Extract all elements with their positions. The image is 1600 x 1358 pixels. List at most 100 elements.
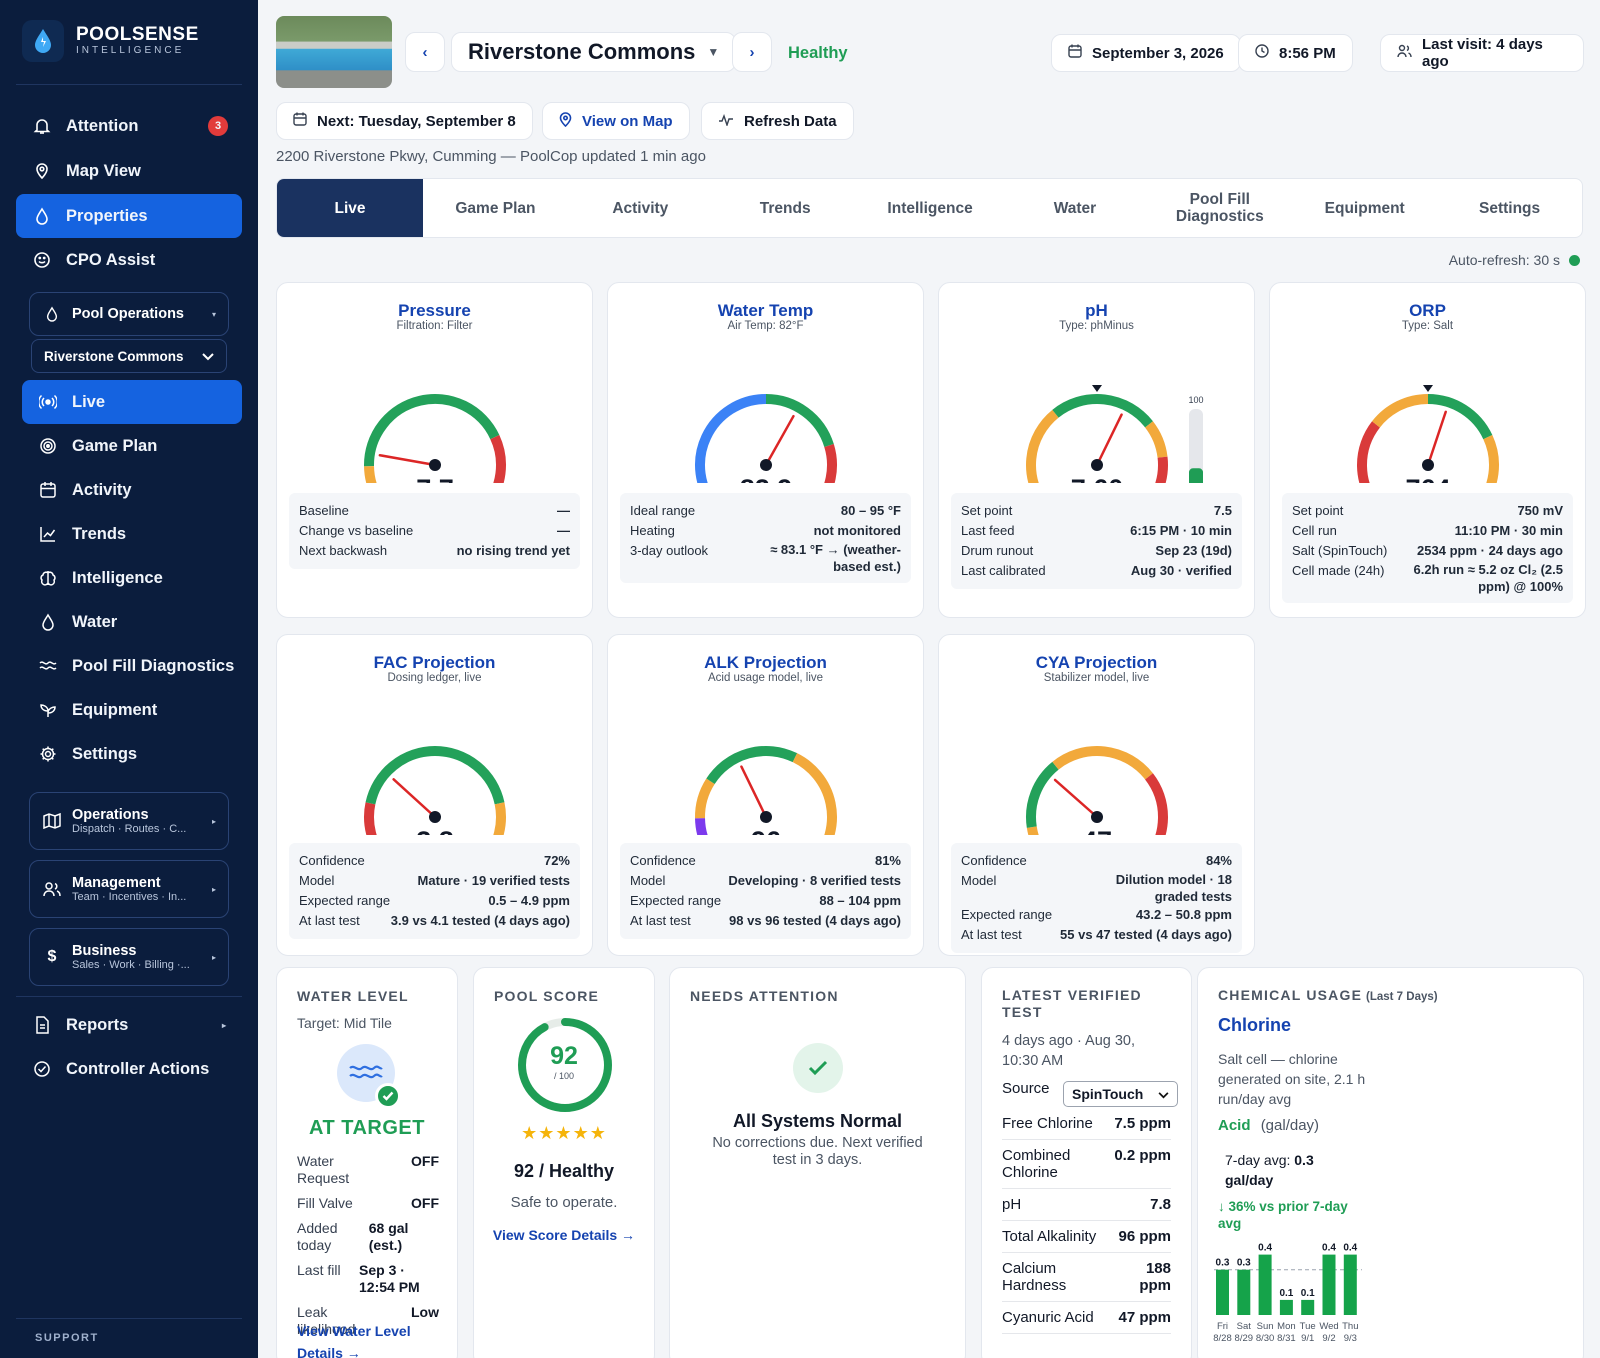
date-display[interactable]: September 3, 2026	[1051, 34, 1241, 72]
support-label[interactable]: SUPPORT	[35, 1332, 99, 1344]
tab-activity[interactable]: Activity	[612, 199, 669, 217]
sidebar-item-cpo-assist[interactable]: CPO Assist	[16, 238, 242, 282]
sidebar-item-trends[interactable]: Trends	[22, 512, 242, 556]
sidebar-item-live[interactable]: Live	[22, 380, 242, 424]
previous-property-button[interactable]: ‹	[405, 32, 445, 72]
map-pin-icon	[559, 111, 572, 131]
pool-score-card: POOL SCORE 92 / 100 ★★★★★ 92 / Healthy S…	[473, 967, 655, 1358]
row-value: Sep 3 · 12:54 PM	[359, 1262, 420, 1295]
property-switcher[interactable]: Riverstone Commons ▼	[451, 32, 737, 72]
sidebar-item-attention[interactable]: Attention 3	[16, 104, 242, 148]
gauge-band	[1026, 409, 1059, 483]
detail-label: Ideal range	[630, 503, 696, 518]
needs-attention-heading: NEEDS ATTENTION	[690, 988, 839, 1004]
tab-settings[interactable]: Settings	[1478, 199, 1541, 217]
source-label: Source	[1002, 1080, 1050, 1097]
sidebar-group-management[interactable]: Management Team · Incentives · In... ▸	[29, 860, 229, 918]
view-water-level-link[interactable]: View Water Level Details →	[297, 1323, 411, 1358]
gauge-needle	[764, 414, 795, 467]
sidebar-item-water[interactable]: Water	[22, 600, 242, 644]
bar-day-label: Wed	[1319, 1321, 1338, 1332]
last-visit-display[interactable]: Last visit: 4 days ago	[1380, 34, 1584, 72]
property-select[interactable]: Riverstone Commons	[31, 339, 227, 373]
detail-label: Confidence	[630, 853, 696, 868]
gauge-band	[364, 465, 377, 483]
sidebar-item-reports[interactable]: Reports ▸	[16, 1003, 242, 1047]
tab-trends[interactable]: Trends	[759, 199, 811, 217]
sidebar-item-map-view[interactable]: Map View	[16, 149, 242, 193]
group-title: Operations	[72, 807, 149, 823]
gauge-band	[1144, 421, 1168, 458]
brand-logo[interactable]: POOLSENSE INTELLIGENCE	[22, 20, 199, 62]
gauge-needle	[1053, 778, 1099, 819]
sidebar-group-business[interactable]: $ Business Sales · Work · Billing ·... ▸	[29, 928, 229, 986]
acid-average-value: 0.3	[1294, 1152, 1314, 1168]
sidebar-item-label: Pool Fill Diagnostics	[72, 656, 235, 675]
latest-test-when: 4 days ago · Aug 30, 10:30 AM	[1002, 1033, 1136, 1069]
gauge-needle-hub	[1422, 459, 1434, 471]
view-on-map-button[interactable]: View on Map	[542, 102, 690, 140]
test-value: 0.2 ppm	[1114, 1147, 1171, 1164]
next-visit-button[interactable]: Next: Tuesday, September 8	[276, 102, 533, 140]
bar-value-label: 0.4	[1258, 1243, 1272, 1254]
gauge-dial: 3.8ppm012	[364, 746, 506, 835]
sidebar-item-properties[interactable]: Properties	[16, 194, 242, 238]
pool-operations-toggle[interactable]: Pool Operations ▾	[29, 292, 229, 336]
tab-live[interactable]: Live	[277, 179, 423, 237]
sidebar-item-pool-fill-diagnostics[interactable]: Pool Fill Diagnostics	[22, 644, 242, 688]
gauge-band	[364, 802, 377, 835]
sidebar-group-operations[interactable]: Operations Dispatch · Routes · C... ▸	[29, 792, 229, 850]
view-score-details-link[interactable]: View Score Details →	[492, 1227, 636, 1243]
detail-label: Last feed	[961, 523, 1015, 538]
sidebar-item-intelligence[interactable]: Intelligence	[22, 556, 242, 600]
sidebar-item-equipment[interactable]: Equipment	[22, 688, 242, 732]
row-value: OFF	[411, 1195, 439, 1211]
waves-icon	[38, 656, 58, 676]
tank-max-label: 100	[1188, 395, 1203, 405]
gauge-value: 47	[1082, 826, 1112, 835]
gauge-detail-row: Baseline —	[299, 501, 570, 521]
bar-date-label: 9/3	[1344, 1333, 1357, 1344]
tab-water[interactable]: Water	[1053, 199, 1097, 217]
gauge-detail-row: Model Dilution model · 18 graded tests	[961, 871, 1232, 905]
tab-equipment[interactable]: Equipment	[1324, 199, 1405, 217]
gauge-band	[1483, 434, 1499, 483]
next-property-button[interactable]: ›	[732, 32, 772, 72]
test-label: Free Chlorine	[1002, 1115, 1093, 1132]
chemical-usage-period: (Last 7 Days)	[1366, 991, 1438, 1003]
gauge-detail-row: Cell made (24h) 6.2h run ≈ 5.2 oz Cl₂ (2.…	[1292, 561, 1563, 595]
gauge-subtitle: Dosing ledger, live	[387, 672, 482, 684]
gauge-title: Water Temp	[717, 301, 814, 320]
gauge-dial: 7.606.48.410031%	[1026, 385, 1204, 483]
detail-label: Set point	[1292, 503, 1344, 518]
sidebar-item-settings[interactable]: Settings	[22, 732, 242, 776]
sidebar-item-activity[interactable]: Activity	[22, 468, 242, 512]
detail-value: 2534 ppm · 24 days ago	[1417, 543, 1563, 558]
test-result-row: Calcium Hardness 188 ppm	[1002, 1253, 1171, 1302]
last-visit-text: Last visit: 4 days ago	[1422, 36, 1543, 70]
detail-value: 55 vs 47 tested (4 days ago)	[1060, 927, 1232, 942]
bar-day-label: Sun	[1257, 1321, 1274, 1332]
tab-pool-fill-diagnostics[interactable]: Pool Fill Diagnostics	[1175, 191, 1264, 225]
bar-date-label: 9/1	[1301, 1333, 1314, 1344]
sidebar-item-game-plan[interactable]: Game Plan	[22, 424, 242, 468]
tab-game-plan[interactable]: Game Plan	[455, 199, 536, 217]
gauge-detail-row: Next backwash no rising trend yet	[299, 541, 570, 561]
bar-day-label: Tue	[1300, 1321, 1316, 1332]
score-ring-progress	[518, 1018, 612, 1112]
gauge-details: Ideal range 80 – 95 °F Heating not monitore…	[620, 493, 911, 583]
source-select[interactable]: SpinTouch	[1063, 1081, 1178, 1107]
water-level-row: Fill Valve OFF	[297, 1195, 439, 1212]
latest-test-heading: LATEST VERIFIED TEST	[1002, 987, 1142, 1020]
tab-intelligence[interactable]: Intelligence	[887, 199, 973, 217]
gauge-detail-row: Change vs baseline —	[299, 521, 570, 541]
gauge-band	[1427, 394, 1493, 440]
refresh-data-button[interactable]: Refresh Data	[701, 102, 854, 140]
sidebar-item-controller-actions[interactable]: Controller Actions	[16, 1047, 242, 1091]
test-label: Cyanuric Acid	[1002, 1309, 1094, 1326]
pool-score-title: 92 / Healthy	[513, 1161, 615, 1181]
detail-value: Dilution model · 18 graded tests	[1115, 872, 1232, 904]
test-value: 188 ppm	[1139, 1260, 1171, 1294]
